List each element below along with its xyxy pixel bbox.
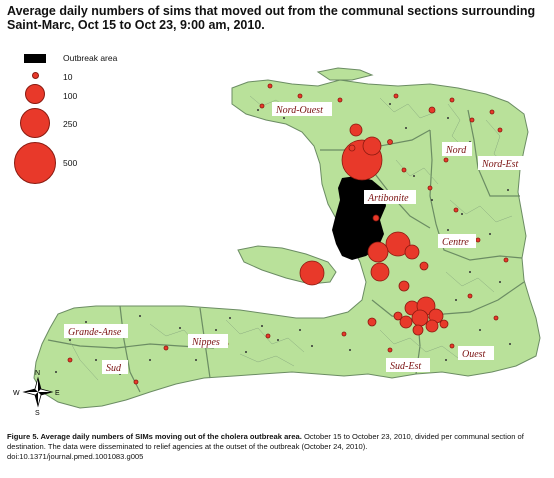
sim-circle (387, 139, 393, 145)
haiti-map: Nord-Ouest Nord Nord-Est Artibonite Cent… (13, 67, 541, 417)
sim-circle (265, 333, 271, 339)
sim-circle (467, 293, 473, 299)
label-nord-est: Nord-Est (481, 159, 519, 170)
map-svg: Nord-Ouest Nord Nord-Est Artibonite Cent… (13, 67, 541, 417)
sim-circle (67, 357, 73, 363)
sim-circle (297, 93, 303, 99)
sim-circle (372, 214, 380, 222)
compass-w: W (13, 390, 20, 397)
caption-doi: doi:10.1371/journal.pmed.1001083.g005 (7, 452, 144, 461)
caption-text: October 15 to October 23, 2010, divided … (7, 432, 524, 451)
label-nippes: Nippes (191, 337, 220, 348)
figure-caption: Figure 5. Average daily numbers of SIMs … (7, 432, 549, 462)
sim-circle (393, 311, 403, 321)
sim-circles (67, 83, 509, 385)
label-artibonite: Artibonite (367, 193, 409, 204)
sim-circle (489, 109, 495, 115)
sim-circle (399, 315, 413, 329)
sim-circle (398, 280, 410, 292)
sim-circle (497, 127, 503, 133)
sim-circle (299, 260, 325, 286)
sim-circle (469, 117, 475, 123)
sim-circle (412, 324, 424, 336)
sim-circle (401, 167, 407, 173)
sim-circle (453, 207, 459, 213)
sim-circle (259, 103, 265, 109)
sim-circle (341, 331, 347, 337)
sim-circle (267, 83, 273, 89)
legend-circle-10 (32, 72, 39, 79)
sim-circle (449, 97, 455, 103)
compass-icon: N S E W (13, 370, 60, 417)
sim-circle (425, 319, 439, 333)
outbreak-swatch (24, 54, 46, 63)
sim-circle (493, 315, 499, 321)
sim-circle (443, 157, 449, 163)
sim-circle (419, 261, 429, 271)
sim-circle (362, 136, 382, 156)
map-legend: Outbreak area 10 100 250 500 (10, 53, 140, 184)
sim-circle (393, 93, 399, 99)
sim-circle (475, 237, 481, 243)
haiti-mainland (33, 79, 541, 409)
compass-s: S (35, 410, 40, 417)
caption-bold: Figure 5. Average daily numbers of SIMs … (7, 432, 302, 441)
legend-size-10: 10 (63, 72, 73, 82)
sim-circle (337, 97, 343, 103)
sim-circle (503, 257, 509, 263)
sim-circle (428, 106, 436, 114)
label-centre: Centre (442, 237, 469, 248)
sim-circle (439, 319, 449, 329)
label-ouest: Ouest (462, 349, 486, 360)
region-labels: Nord-Ouest Nord Nord-Est Artibonite Cent… (64, 102, 528, 374)
label-sud: Sud (106, 363, 122, 374)
sim-circle (449, 343, 455, 349)
sim-circle (348, 144, 356, 152)
sim-circle (427, 185, 433, 191)
compass-n: N (35, 370, 40, 377)
legend-circle-500 (14, 142, 56, 184)
legend-size-250: 250 (63, 119, 78, 129)
sim-circle (367, 241, 389, 263)
sim-circle (387, 347, 393, 353)
ile-tortue (316, 67, 374, 81)
legend-outbreak-label: Outbreak area (63, 53, 118, 63)
sim-circle (367, 317, 377, 327)
sim-circle (133, 379, 139, 385)
label-grande-anse: Grande-Anse (68, 327, 122, 338)
legend-size-500: 500 (63, 158, 78, 168)
sim-circle (404, 244, 420, 260)
sim-circle (411, 309, 429, 327)
sim-circle (349, 123, 363, 137)
legend-circle-250 (20, 108, 50, 138)
sim-circle (163, 345, 169, 351)
legend-size-100: 100 (63, 91, 78, 101)
label-nord: Nord (445, 145, 467, 156)
sim-circle (385, 231, 411, 257)
label-sud-est: Sud-Est (390, 361, 421, 372)
compass-e: E (55, 390, 60, 397)
legend-circle-100 (25, 84, 45, 104)
map-title: Average daily numbers of sims that moved… (7, 4, 536, 32)
sim-circle (370, 262, 390, 282)
label-nord-ouest: Nord-Ouest (275, 105, 323, 116)
